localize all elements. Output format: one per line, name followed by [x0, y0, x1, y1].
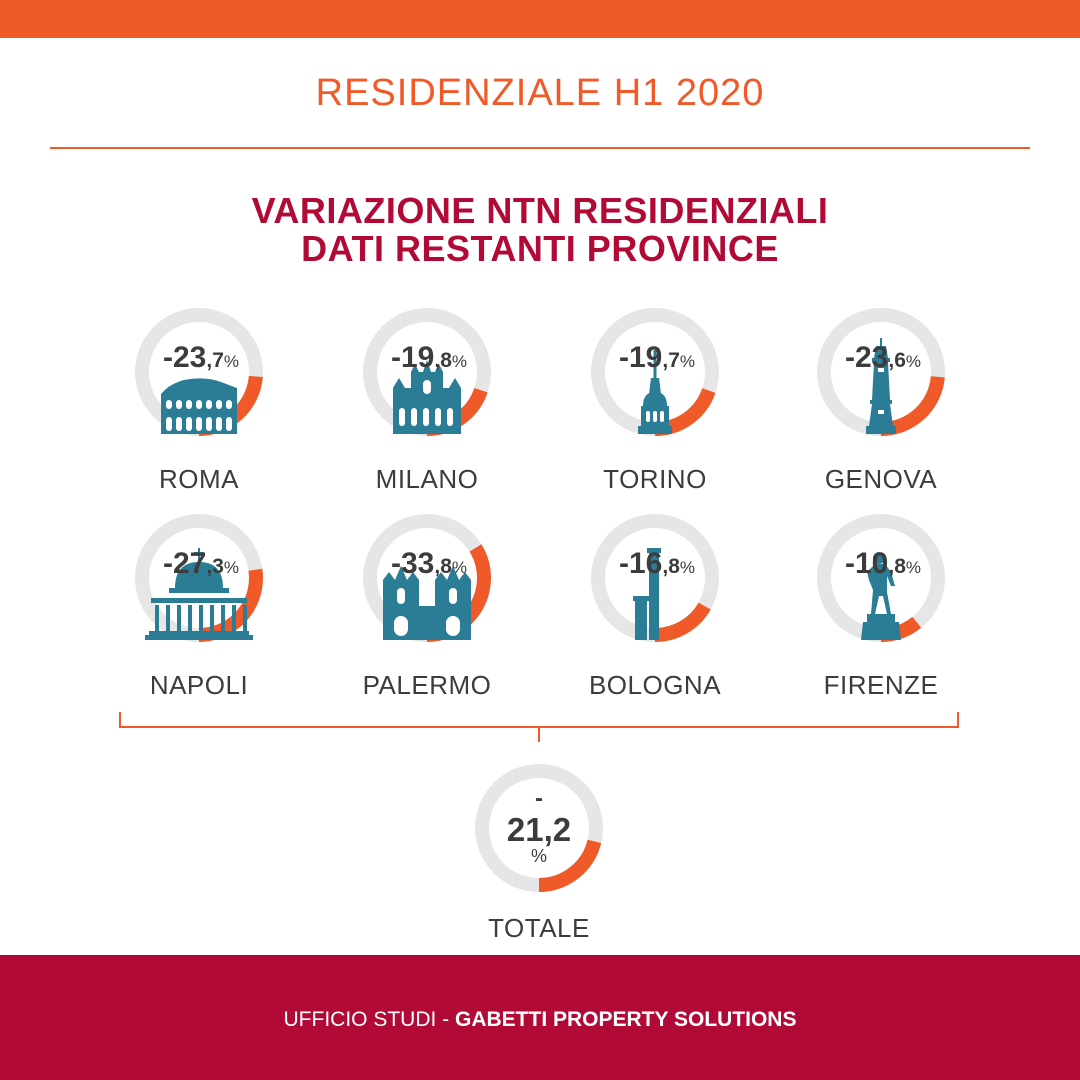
city-roma-value-decimal: ,7 [206, 349, 224, 372]
basilica-icon [145, 548, 253, 640]
city-roma-label: ROMA [159, 464, 239, 494]
two-towers-icon [633, 548, 661, 640]
footer-prefix: UFFICIO STUDI - [283, 1008, 455, 1031]
city-napoli-label: NAPOLI [150, 670, 248, 700]
top-accent-bar [0, 0, 1080, 38]
city-bologna-value-label: -16,8% [619, 547, 695, 580]
city-genova-value-decimal: ,6 [888, 349, 906, 372]
lanterna-icon [866, 338, 896, 434]
city-roma-value-unit: % [224, 352, 239, 371]
city-torino-value-int: -19 [619, 341, 662, 374]
chart-title: VARIAZIONE NTN RESIDENZIALI DATI RESTANT… [0, 192, 1080, 268]
city-bologna-label: BOLOGNA [589, 670, 721, 700]
city-torino-value-unit: % [680, 352, 695, 371]
city-firenze-value-unit: % [906, 558, 921, 577]
city-napoli-value-label: -27,3% [163, 547, 239, 580]
city-genova-value-label: -23,6% [845, 341, 921, 374]
total-value-unit: % [531, 846, 547, 866]
total-ring-value [475, 764, 603, 892]
city-torino-value-label: -19,7% [619, 341, 695, 374]
city-milano-value-label: -19,8% [391, 341, 467, 374]
total-donut [475, 764, 603, 892]
city-firenze-value-int: -10 [845, 547, 888, 580]
city-napoli-value-unit: % [224, 558, 239, 577]
david-statue-icon [861, 552, 901, 640]
chart-title-line-1: VARIAZIONE NTN RESIDENZIALI [251, 190, 829, 231]
city-napoli-value-decimal: ,3 [206, 555, 224, 578]
footer-bar [0, 955, 1080, 1080]
city-torino-label: TORINO [603, 464, 707, 494]
header-divider [50, 147, 1030, 149]
city-genova-value-unit: % [906, 352, 921, 371]
bracket-line [119, 712, 959, 728]
city-genova-value-int: -23 [845, 341, 888, 374]
duomo-icon [393, 360, 461, 434]
city-milano-value-decimal: ,8 [434, 349, 452, 372]
city-milano-value-unit: % [452, 352, 467, 371]
city-roma-value-int: -23 [163, 341, 206, 374]
total-label: TOTALE [488, 913, 590, 943]
chart-title-line-2: DATI RESTANTI PROVINCE [301, 228, 779, 269]
total-value-number: 21,2 [507, 811, 571, 848]
city-bologna-value-int: -16 [619, 547, 662, 580]
city-firenze-value-decimal: ,8 [888, 555, 906, 578]
donut-chart-grid: -23,7%ROMA-19,8%MILANO-19,7%TORINO-23,6%… [119, 308, 959, 943]
header-title: RESIDENZIALE H1 2020 [315, 72, 765, 114]
footer-text: UFFICIO STUDI - GABETTI PROPERTY SOLUTIO… [0, 1008, 1080, 1032]
city-firenze-label: FIRENZE [824, 670, 939, 700]
city-milano-value-int: -19 [391, 341, 434, 374]
cathedral-icon [383, 566, 471, 640]
city-palermo-value-decimal: ,8 [434, 555, 452, 578]
city-firenze-value-label: -10,8% [845, 547, 921, 580]
city-palermo-value-unit: % [452, 558, 467, 577]
city-palermo-label: PALERMO [363, 670, 492, 700]
footer-brand: GABETTI PROPERTY SOLUTIONS [455, 1008, 797, 1031]
city-palermo-value-label: -33,8% [391, 547, 467, 580]
total-value-sign: - [535, 785, 543, 812]
mole-antonelliana-icon [638, 350, 672, 434]
city-bologna-value-decimal: ,8 [662, 555, 680, 578]
city-torino-value-decimal: ,7 [662, 349, 680, 372]
city-napoli-value-int: -27 [163, 547, 206, 580]
city-milano-label: MILANO [376, 464, 479, 494]
city-roma-value-label: -23,7% [163, 341, 239, 374]
city-bologna-value-unit: % [680, 558, 695, 577]
city-palermo-value-int: -33 [391, 547, 434, 580]
bracket-connector [119, 712, 959, 742]
city-genova-label: GENOVA [825, 464, 937, 494]
colosseum-icon [161, 378, 237, 434]
